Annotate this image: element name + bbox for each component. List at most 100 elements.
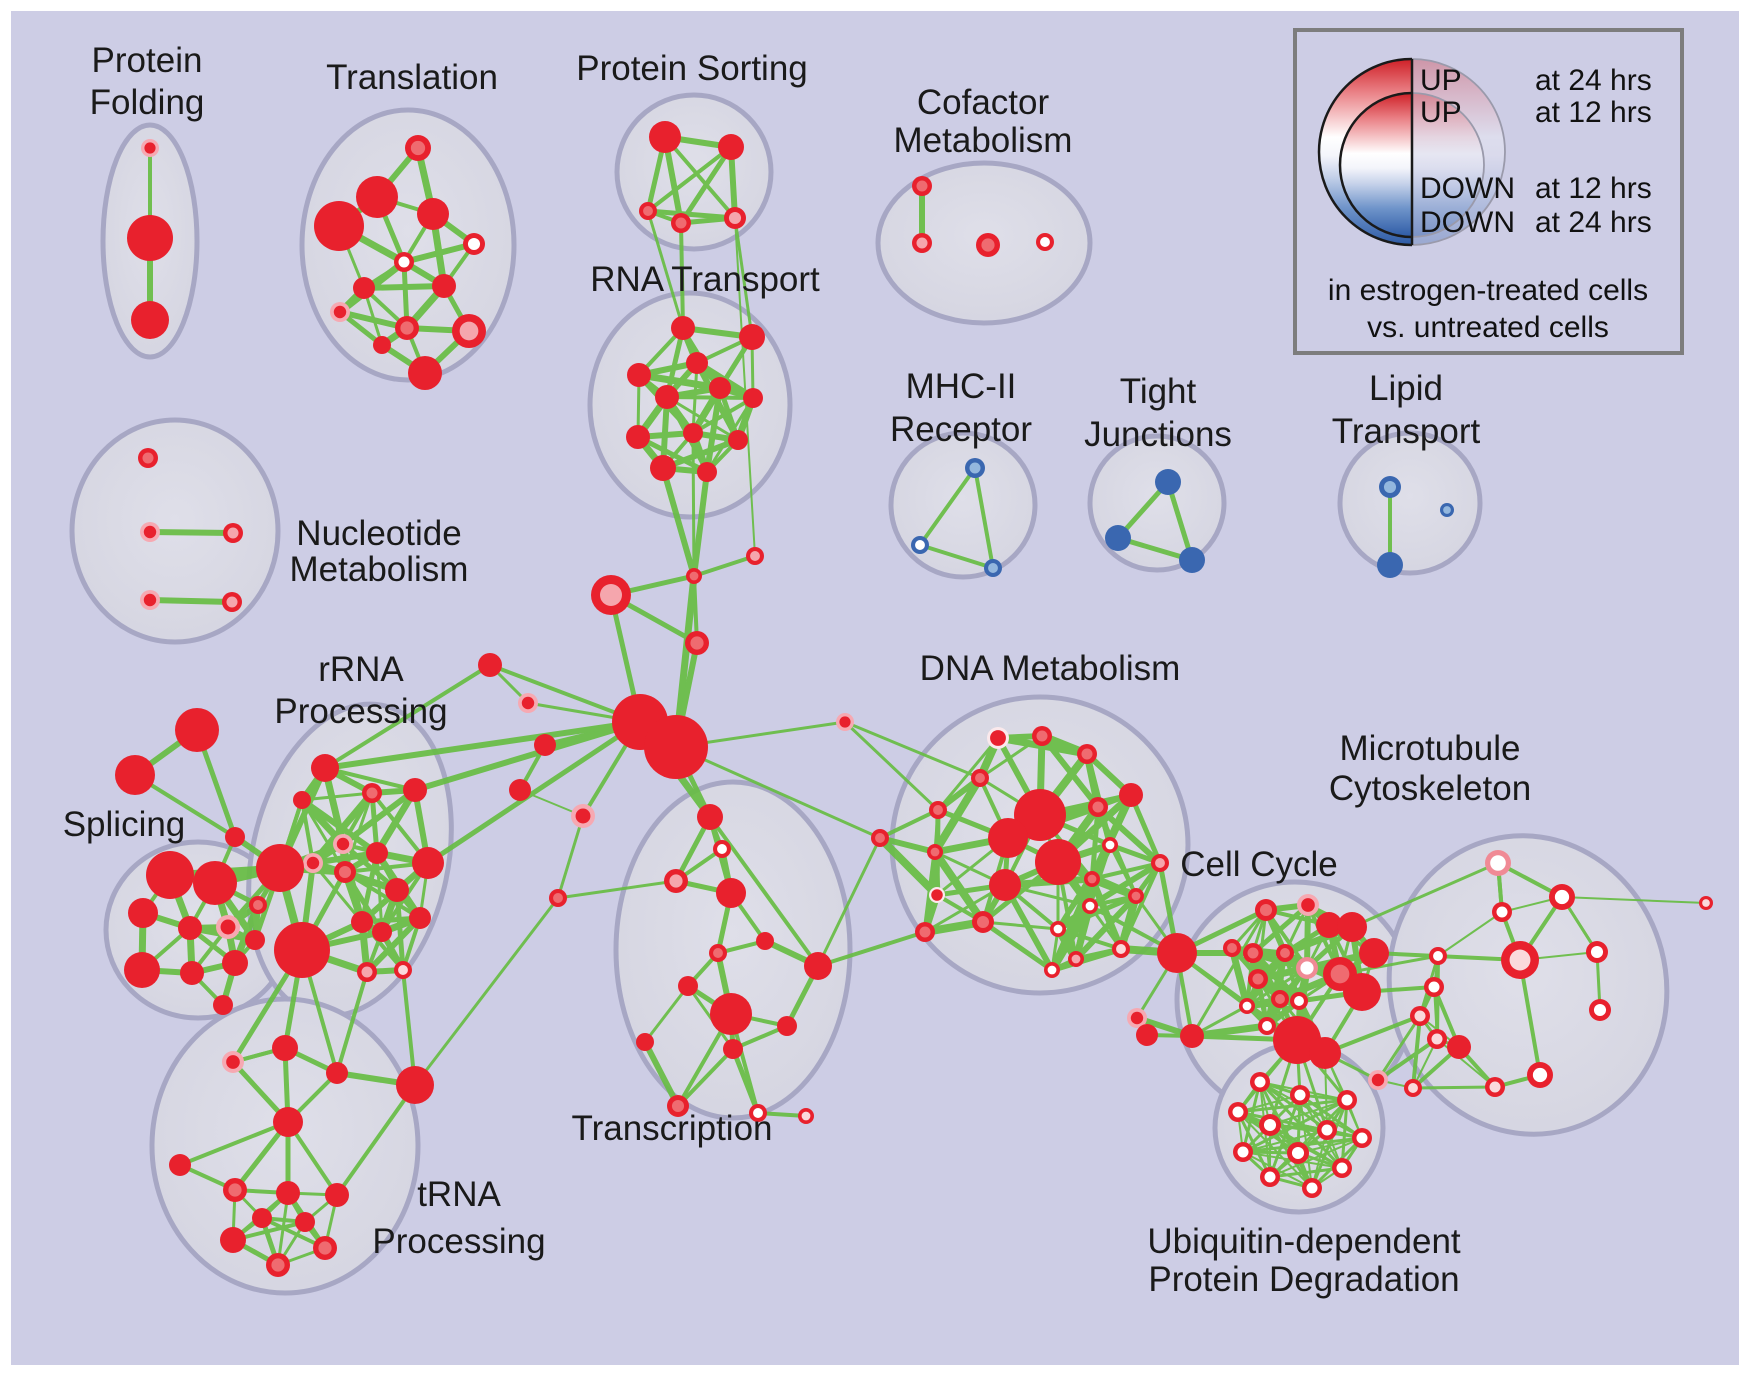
gene-node — [644, 715, 708, 779]
edge — [1323, 1014, 1422, 1055]
gene-node — [351, 911, 373, 933]
gene-node — [988, 563, 998, 573]
gene-node — [697, 462, 717, 482]
legend-circle-outline — [1411, 58, 1506, 246]
gene-node — [1336, 1162, 1348, 1174]
gene-node — [1014, 789, 1066, 841]
gene-node — [1337, 912, 1367, 942]
edge — [335, 1083, 417, 1197]
gene-node — [180, 961, 204, 985]
gene-node — [1330, 964, 1350, 984]
cluster-ellipse-rna-transport — [587, 290, 793, 520]
cluster-label-dna-metabolism: DNA Metabolism — [920, 649, 1181, 688]
gene-node — [1047, 965, 1057, 975]
gene-node — [671, 1099, 685, 1113]
gene-node — [1242, 1001, 1252, 1011]
gene-node — [410, 140, 426, 156]
gene-node — [1105, 840, 1115, 850]
gene-node — [1431, 1033, 1443, 1045]
gene-node — [409, 907, 431, 929]
edge — [1237, 1111, 1313, 1189]
gene-node — [1087, 874, 1097, 884]
edge — [1269, 1099, 1348, 1178]
edge — [978, 734, 1044, 780]
gene-node — [521, 696, 535, 710]
edge — [322, 719, 643, 771]
cluster-label-splicing: Splicing — [63, 805, 186, 844]
gene-node — [933, 805, 943, 815]
edge — [361, 283, 447, 291]
edge — [1119, 861, 1162, 951]
cluster-nodes-rna-transport — [626, 316, 765, 482]
edge — [1237, 1094, 1301, 1113]
cluster-nodes-protein-folding — [127, 139, 173, 339]
gene-node — [1306, 1182, 1318, 1194]
cluster-label-rna-transport: RNA Transport — [590, 260, 820, 299]
gene-node — [1036, 730, 1048, 742]
gene-node — [1433, 951, 1443, 961]
gene-node — [144, 142, 156, 154]
cluster-nodes-cell-cycle — [1127, 894, 1389, 1069]
gene-node — [226, 596, 238, 608]
gene-node — [1291, 1146, 1305, 1160]
edge — [556, 814, 585, 900]
legend-gradient-half — [1412, 93, 1484, 237]
gene-node — [600, 584, 622, 606]
legend-note-line-0: in estrogen-treated cells — [1328, 274, 1648, 307]
gene-node — [804, 952, 832, 980]
gene-node — [716, 878, 746, 908]
legend-circle-outline — [1317, 57, 1413, 247]
edge — [1236, 1110, 1272, 1179]
gene-node — [1053, 924, 1063, 934]
edge — [300, 791, 374, 802]
gene-node — [253, 900, 263, 910]
gene-node — [1247, 947, 1259, 959]
edge — [843, 720, 940, 812]
edge — [147, 597, 235, 605]
gene-node — [710, 993, 752, 1035]
gene-node — [1447, 1035, 1471, 1059]
edge — [1268, 1166, 1344, 1179]
gene-node — [459, 321, 479, 341]
cluster-nodes-nucleotide-metabolism — [138, 448, 243, 612]
legend-direction-0: UP — [1420, 64, 1462, 97]
gene-node — [975, 773, 985, 783]
cluster-label-microtubule-cytoskeleton: Microtubule Cytoskeleton — [1329, 729, 1531, 808]
gene-node — [228, 1183, 242, 1197]
gene-node — [669, 874, 683, 888]
edge — [364, 915, 423, 975]
gene-node — [143, 593, 157, 607]
gene-node — [553, 893, 563, 903]
edge — [643, 984, 690, 1044]
legend-box — [1293, 28, 1684, 355]
edge — [704, 385, 723, 475]
gene-node — [1359, 938, 1389, 968]
gene-node — [372, 922, 392, 942]
gene-node — [213, 995, 233, 1015]
gene-node — [839, 716, 851, 728]
gene-node — [398, 256, 410, 268]
gene-node — [273, 1107, 303, 1137]
edge — [1372, 951, 1522, 962]
cluster-nodes-translation — [314, 135, 486, 390]
edge — [878, 808, 940, 840]
edge — [1228, 944, 1251, 1010]
gene-node — [128, 898, 158, 928]
legend: UP at 24 hrs UP at 12 hrs DOWN at 12 hrs DOWN a… — [1293, 28, 1684, 355]
cluster-ellipse-mhc-ii-receptor — [888, 430, 1038, 580]
edge — [556, 879, 678, 900]
edge — [816, 930, 927, 968]
gene-node — [417, 198, 449, 230]
gene-node — [142, 452, 154, 464]
gene-node — [227, 527, 239, 539]
gene-node — [412, 847, 444, 879]
gene-node — [650, 455, 676, 481]
gene-node — [1414, 1010, 1426, 1022]
cluster-label-tight-junctions: Tight Junctions — [1084, 372, 1232, 454]
cluster-nodes-ubiquitin-degradation — [1228, 1072, 1372, 1198]
edge — [343, 870, 422, 920]
cluster-label-trna-processing: tRNA Processing — [372, 1175, 545, 1261]
gene-node — [306, 856, 320, 870]
edge — [642, 1039, 681, 1109]
cluster-label-cofactor-metabolism: Cofactor Metabolism — [894, 83, 1073, 160]
